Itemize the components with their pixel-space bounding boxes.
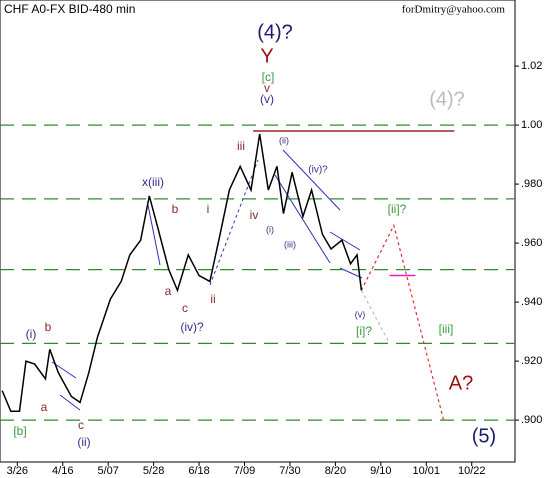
x-tick-label: 10/22 bbox=[458, 465, 486, 477]
wave-label: (ii) bbox=[77, 435, 90, 449]
wave-label: (iii) bbox=[284, 239, 296, 249]
wave-label: (i) bbox=[266, 224, 274, 234]
x-tick-label: 7/09 bbox=[234, 465, 255, 477]
channels bbox=[51, 149, 363, 411]
watermark: forDmitry@yahoo.com bbox=[402, 4, 506, 16]
wave-label: Y bbox=[260, 45, 273, 67]
wave-label: b bbox=[172, 202, 179, 216]
x-tick-label: 7/30 bbox=[279, 465, 300, 477]
x-tick-label: 6/18 bbox=[188, 465, 209, 477]
wave-label: b bbox=[45, 320, 52, 334]
price-line bbox=[1, 133, 363, 413]
wave-label: x(iii) bbox=[142, 175, 164, 189]
y-tick-label: .940 bbox=[521, 296, 542, 308]
y-tick-label: .920 bbox=[521, 355, 542, 367]
wave-label: [ii]? bbox=[388, 202, 407, 216]
wave-label: [b] bbox=[13, 424, 26, 438]
wave-label: A? bbox=[449, 372, 473, 394]
x-tick-label: 3/26 bbox=[7, 465, 28, 477]
x-tick-label: 8/20 bbox=[325, 465, 346, 477]
y-tick-label: 1.02 bbox=[521, 60, 542, 72]
annotations: (4)? Y [c] v (v) (4)? iii (ii) (iv)? x(i… bbox=[13, 21, 496, 449]
wave-label: i bbox=[207, 202, 210, 216]
wave-label: iii bbox=[237, 139, 245, 153]
wave-label: v bbox=[264, 81, 270, 95]
wave-label: (v) bbox=[355, 309, 366, 319]
wave-label: a bbox=[165, 284, 172, 298]
wave-label: c bbox=[182, 301, 188, 315]
wave-label: c bbox=[78, 418, 84, 432]
wave-label: (iv)? bbox=[180, 320, 204, 334]
wave-label: a bbox=[41, 400, 48, 414]
alt-projection bbox=[360, 290, 391, 344]
wave-label: [i]? bbox=[356, 324, 372, 338]
wave-label: [iii] bbox=[439, 322, 454, 336]
y-tick-label: .980 bbox=[521, 178, 542, 190]
y-tick-label: .960 bbox=[521, 237, 542, 249]
wave-label: [c] bbox=[262, 70, 275, 84]
y-tick-label: .900 bbox=[521, 414, 542, 426]
x-tick-label: 10/01 bbox=[413, 465, 441, 477]
wave-label: (4)? bbox=[257, 21, 293, 43]
wave-label: (iv)? bbox=[308, 165, 328, 176]
plot-frame bbox=[0, 0, 516, 463]
x-tick-label: 4/16 bbox=[52, 465, 73, 477]
wave-label: (4)? bbox=[429, 88, 465, 110]
x-tick-label: 5/07 bbox=[97, 465, 118, 477]
x-tick-label: 5/28 bbox=[143, 465, 164, 477]
projection bbox=[360, 223, 445, 421]
wave-label: (i) bbox=[26, 327, 37, 341]
y-tick-label: 1.00 bbox=[521, 119, 542, 131]
wave-label: ii bbox=[210, 292, 215, 306]
chart-title: CHF A0-FX BID-480 min bbox=[4, 2, 135, 16]
wave-label: iv bbox=[250, 208, 259, 222]
wave-label: (ii) bbox=[279, 135, 289, 145]
x-tick-label: 9/10 bbox=[370, 465, 391, 477]
wave-label: (v) bbox=[260, 92, 274, 106]
wave-label: (5) bbox=[472, 425, 496, 447]
